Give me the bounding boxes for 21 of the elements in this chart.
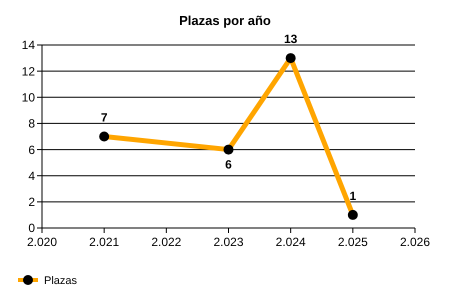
y-tick-label: 12 <box>22 64 36 78</box>
y-tick-label: 4 <box>28 168 36 183</box>
x-tick-label: 2.024 <box>276 235 306 249</box>
x-tick-label: 2.022 <box>151 235 182 249</box>
y-tick-label: 2 <box>28 195 36 210</box>
y-tick-label: 8 <box>28 116 36 131</box>
y-tick-label: 6 <box>28 142 36 157</box>
data-label: 6 <box>225 158 232 172</box>
y-tick-label: 10 <box>22 90 36 104</box>
data-label: 13 <box>284 32 298 46</box>
data-label: 7 <box>100 110 108 124</box>
legend-label: Plazas <box>44 274 78 287</box>
x-tick-label: 2.026 <box>400 235 430 249</box>
chart-title: Plazas por año <box>179 13 271 28</box>
x-tick-label: 2.023 <box>213 235 244 249</box>
x-tick-label: 2.021 <box>89 235 120 249</box>
y-tick-label: 14 <box>22 38 36 52</box>
x-tick-label: 2.020 <box>26 235 58 249</box>
data-label: 1 <box>349 188 356 203</box>
y-tick-label: 0 <box>28 221 36 236</box>
x-tick-label: 2.025 <box>338 235 368 249</box>
